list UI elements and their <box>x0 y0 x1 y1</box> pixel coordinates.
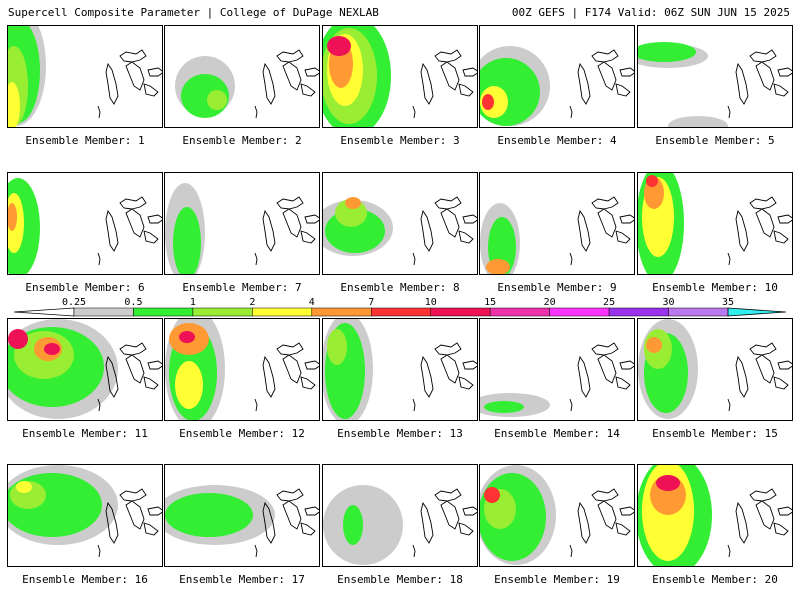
map-title: Supercell Composite Parameter | College … <box>8 6 379 19</box>
ensemble-member-map <box>637 464 793 567</box>
colorbar-high-end <box>727 307 787 317</box>
ensemble-member-map <box>637 172 793 275</box>
colorbar-segment <box>133 307 194 317</box>
colorbar-segment <box>311 307 372 317</box>
ensemble-member-label: Ensemble Member: 14 <box>494 427 620 440</box>
ensemble-member-label: Ensemble Member: 17 <box>179 573 305 586</box>
ensemble-member-map <box>322 172 478 275</box>
ensemble-member-map <box>322 318 478 421</box>
ensemble-member-label: Ensemble Member: 20 <box>652 573 778 586</box>
valid-time-label: 00Z GEFS | F174 Valid: 06Z SUN JUN 15 20… <box>511 6 790 19</box>
ensemble-member-map <box>164 318 320 421</box>
colorbar-tick-label: 15 <box>484 297 497 308</box>
ensemble-member-label: Ensemble Member: 18 <box>337 573 463 586</box>
ensemble-member-label: Ensemble Member: 1 <box>25 134 145 147</box>
colorbar-tick-label: 25 <box>603 297 616 308</box>
ensemble-member-map <box>479 172 635 275</box>
colorbar-tick-label: 35 <box>721 297 735 308</box>
ensemble-member-map <box>7 172 163 275</box>
colorbar-tick-label: 4 <box>308 297 315 308</box>
colorbar-segment <box>430 307 491 317</box>
ensemble-member-map <box>7 464 163 567</box>
ensemble-member-label: Ensemble Member: 19 <box>494 573 620 586</box>
ensemble-member-label: Ensemble Member: 11 <box>22 427 148 440</box>
ensemble-member-map <box>7 25 163 128</box>
colorbar-segment <box>549 307 610 317</box>
colorbar-tick-label: 0.5 <box>124 297 143 308</box>
colorbar-tick-label: 2 <box>249 297 256 308</box>
ensemble-member-map <box>164 172 320 275</box>
ensemble-member-label: Ensemble Member: 7 <box>182 281 302 294</box>
ensemble-member-map <box>322 25 478 128</box>
ensemble-member-label: Ensemble Member: 16 <box>22 573 148 586</box>
ensemble-member-label: Ensemble Member: 13 <box>337 427 463 440</box>
colorbar-segment <box>73 307 134 317</box>
ensemble-member-label: Ensemble Member: 6 <box>25 281 145 294</box>
ensemble-member-label: Ensemble Member: 2 <box>182 134 302 147</box>
ensemble-member-map <box>7 318 163 421</box>
ensemble-member-map <box>164 464 320 567</box>
ensemble-member-map <box>479 464 635 567</box>
colorbar-segment <box>371 307 431 317</box>
ensemble-member-label: Ensemble Member: 12 <box>179 427 305 440</box>
colorbar-segment <box>608 307 669 317</box>
colorbar-tick-label: 10 <box>424 297 437 308</box>
ensemble-member-label: Ensemble Member: 3 <box>340 134 460 147</box>
colorbar-tick-label: 0.25 <box>61 297 87 308</box>
ensemble-member-label: Ensemble Member: 8 <box>340 281 460 294</box>
ensemble-member-map <box>637 25 793 128</box>
ensemble-member-map <box>479 25 635 128</box>
ensemble-member-map <box>637 318 793 421</box>
colorbar-segment <box>192 307 253 317</box>
ensemble-member-label: Ensemble Member: 9 <box>497 281 617 294</box>
colorbar-tick-label: 20 <box>543 297 556 308</box>
colorbar-segment <box>489 307 550 317</box>
ensemble-member-map <box>322 464 478 567</box>
colorbar-tick-label: 1 <box>189 297 196 308</box>
ensemble-member-label: Ensemble Member: 10 <box>652 281 778 294</box>
ensemble-member-label: Ensemble Member: 4 <box>497 134 617 147</box>
colorbar-tick-label: 30 <box>662 297 675 308</box>
colorbar-segment <box>252 307 313 317</box>
colorbar-low-end <box>13 307 75 317</box>
colorbar-tick-label: 7 <box>368 297 375 308</box>
ensemble-member-map <box>164 25 320 128</box>
ensemble-member-map <box>479 318 635 421</box>
ensemble-member-label: Ensemble Member: 15 <box>652 427 778 440</box>
ensemble-member-label: Ensemble Member: 5 <box>655 134 775 147</box>
colorbar-segment <box>668 307 729 317</box>
